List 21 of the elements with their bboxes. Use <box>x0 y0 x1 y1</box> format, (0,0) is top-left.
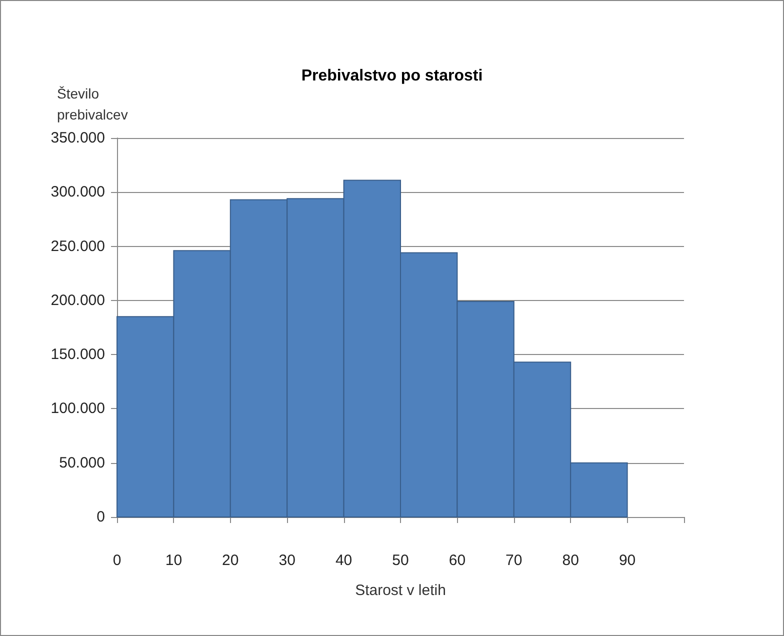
x-tick-label: 50 <box>392 552 409 569</box>
y-tick-label: 150.000 <box>50 346 105 364</box>
x-tick-label: 30 <box>278 552 296 569</box>
y-axis-title: Število prebivalcev <box>57 86 128 122</box>
x-tick-label: 0 <box>112 552 122 569</box>
x-tick-label: 90 <box>618 552 636 569</box>
x-tick-label: 80 <box>562 552 579 569</box>
x-tick-label: 70 <box>506 552 522 569</box>
y-tick-label: 100.000 <box>50 400 105 418</box>
x-tick-label: 20 <box>222 552 239 569</box>
y-tick-label: 200.000 <box>50 292 105 309</box>
chart-title: Prebivalstvo po starosti <box>301 68 483 84</box>
y-tick-label: 300.000 <box>50 184 105 201</box>
x-axis-title: Starost v letih <box>355 582 446 599</box>
y-tick-label: 50.000 <box>59 454 105 472</box>
x-tick-label: 60 <box>448 552 466 569</box>
y-tick-label: 350.000 <box>50 130 105 146</box>
x-tick-label: 10 <box>165 552 182 569</box>
x-tick-label: 40 <box>335 552 352 569</box>
y-tick-label: 0 <box>96 508 105 526</box>
y-tick-label: 250.000 <box>50 238 105 255</box>
